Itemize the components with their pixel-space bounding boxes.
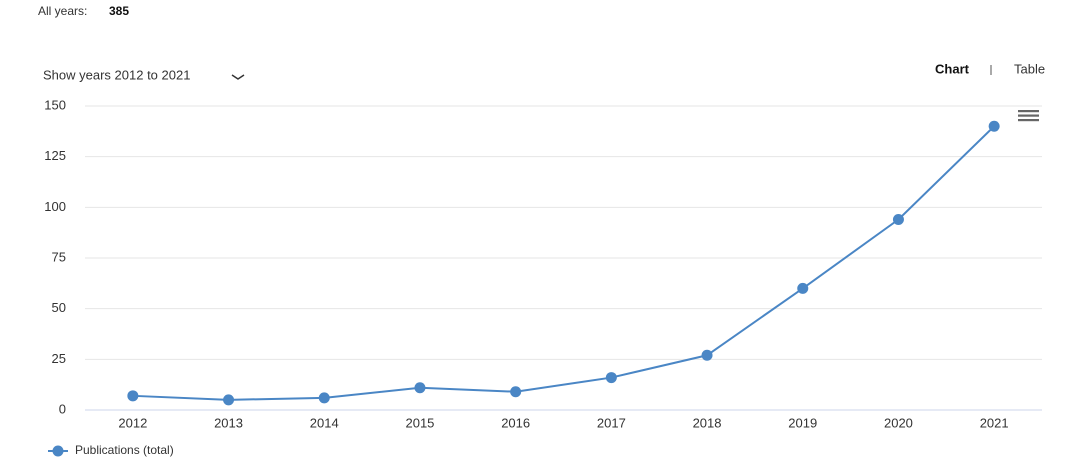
x-tick-label: 2017 bbox=[597, 415, 626, 430]
data-point bbox=[318, 392, 330, 404]
data-point bbox=[605, 372, 617, 384]
summary-label: All years: bbox=[38, 4, 87, 18]
x-tick-label: 2020 bbox=[884, 415, 913, 430]
data-point bbox=[223, 394, 235, 406]
data-line bbox=[132, 125, 995, 401]
menu-bar[interactable] bbox=[1018, 110, 1039, 113]
data-point bbox=[127, 390, 139, 402]
x-tick-label: 2016 bbox=[501, 415, 530, 430]
menu-icon[interactable] bbox=[1018, 110, 1039, 122]
y-tick-label: 125 bbox=[44, 148, 66, 163]
menu-bar[interactable] bbox=[1018, 114, 1039, 117]
range-dropdown[interactable]: Show years 2012 to 2021 bbox=[43, 67, 245, 82]
y-tick-label: 150 bbox=[44, 97, 66, 112]
legend-marker bbox=[52, 445, 64, 457]
data-point bbox=[414, 382, 426, 394]
y-tick-label: 25 bbox=[52, 351, 66, 366]
range-label[interactable]: Show years 2012 to 2021 bbox=[43, 67, 190, 82]
data-point bbox=[510, 386, 522, 398]
menu-bar[interactable] bbox=[1018, 119, 1039, 122]
legend-label[interactable]: Publications (total) bbox=[75, 443, 174, 457]
x-tick-label: 2021 bbox=[980, 415, 1009, 430]
y-tick-label: 100 bbox=[44, 199, 66, 214]
x-tick-label: 2013 bbox=[214, 415, 243, 430]
data-point bbox=[701, 349, 713, 361]
x-tick-label: 2012 bbox=[118, 415, 147, 430]
data-point bbox=[988, 120, 1000, 132]
data-point bbox=[797, 282, 809, 294]
tab-chart[interactable]: Chart bbox=[935, 61, 970, 76]
y-tick-label: 0 bbox=[59, 401, 66, 416]
x-tick-label: 2014 bbox=[310, 415, 339, 430]
y-tick-label: 75 bbox=[52, 249, 66, 264]
data-point bbox=[892, 213, 904, 225]
y-tick-label: 50 bbox=[52, 300, 66, 315]
tab-table[interactable]: Table bbox=[1014, 61, 1045, 76]
x-tick-label: 2018 bbox=[693, 415, 722, 430]
x-tick-label: 2015 bbox=[405, 415, 434, 430]
summary-total: 385 bbox=[109, 4, 129, 18]
x-tick-label: 2019 bbox=[788, 415, 817, 430]
dropdown-chevron[interactable] bbox=[231, 74, 245, 80]
